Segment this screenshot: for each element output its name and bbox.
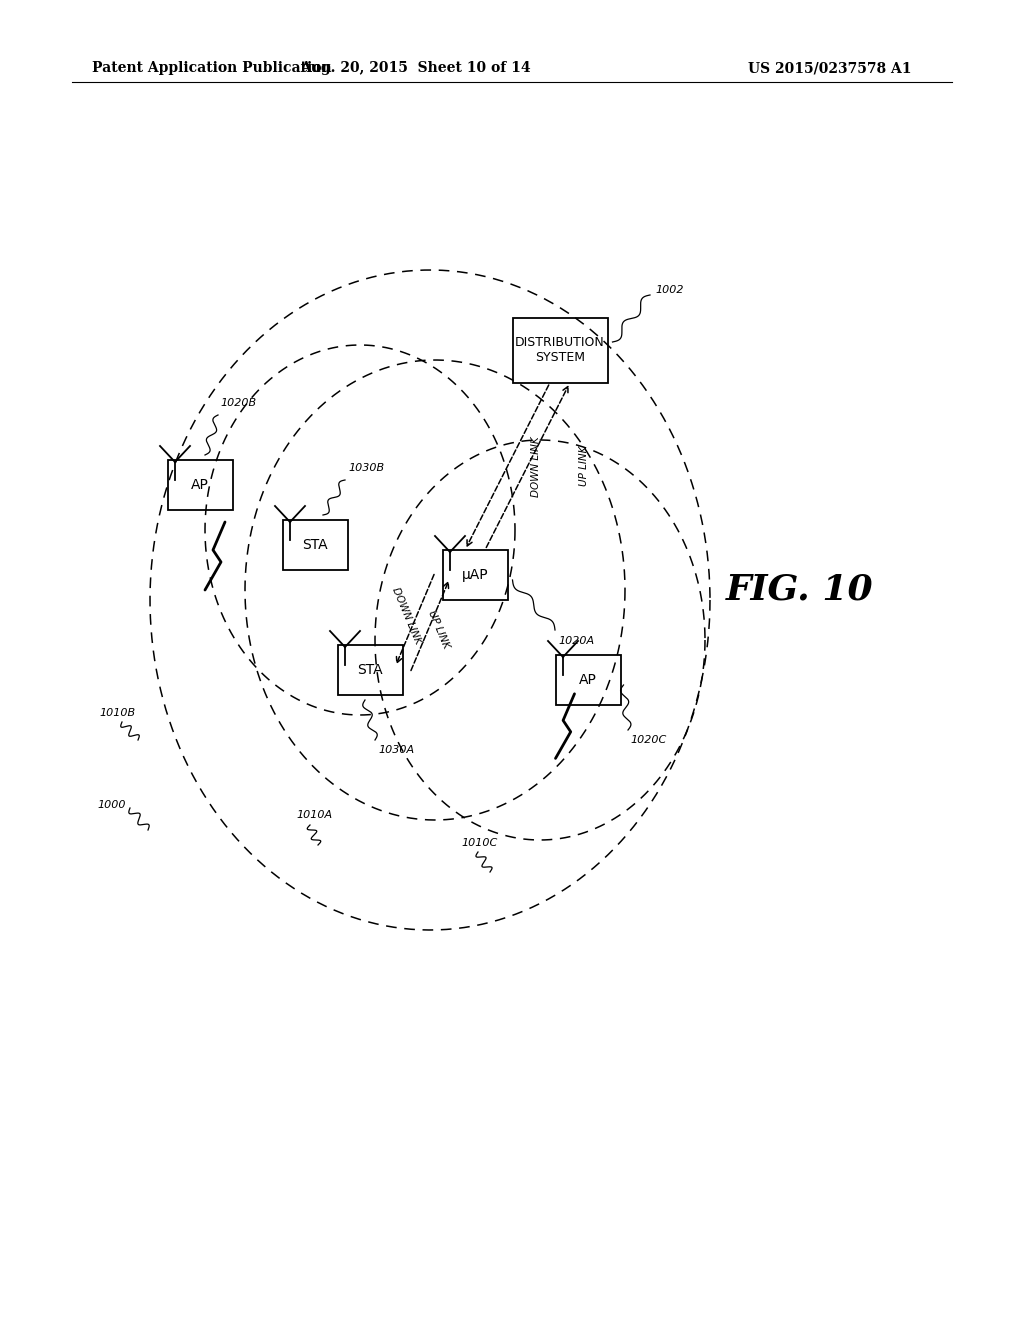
Text: UP LINK: UP LINK (426, 609, 452, 649)
Text: 1002: 1002 (655, 285, 683, 294)
FancyBboxPatch shape (283, 520, 347, 570)
FancyBboxPatch shape (442, 550, 508, 601)
FancyBboxPatch shape (512, 318, 607, 383)
Text: AP: AP (579, 673, 597, 686)
Text: 1020C: 1020C (630, 735, 667, 744)
Text: DOWN LINK: DOWN LINK (531, 436, 541, 496)
Text: AP: AP (191, 478, 209, 492)
Text: US 2015/0237578 A1: US 2015/0237578 A1 (749, 61, 911, 75)
Text: DISTRIBUTION
SYSTEM: DISTRIBUTION SYSTEM (515, 337, 605, 364)
Text: 1000: 1000 (97, 800, 126, 810)
FancyBboxPatch shape (168, 459, 232, 510)
Text: Aug. 20, 2015  Sheet 10 of 14: Aug. 20, 2015 Sheet 10 of 14 (300, 61, 530, 75)
Text: 1020A: 1020A (558, 636, 594, 645)
Text: 1010B: 1010B (100, 708, 136, 718)
Text: 1010A: 1010A (297, 810, 333, 820)
FancyBboxPatch shape (555, 655, 621, 705)
Text: FIG. 10: FIG. 10 (726, 573, 873, 607)
FancyBboxPatch shape (338, 645, 402, 696)
Text: STA: STA (357, 663, 383, 677)
Text: 1030B: 1030B (348, 463, 384, 473)
Text: 1030A: 1030A (378, 744, 414, 755)
Text: Patent Application Publication: Patent Application Publication (92, 61, 332, 75)
Text: 1020B: 1020B (220, 399, 256, 408)
Text: μAP: μAP (462, 568, 488, 582)
Text: STA: STA (302, 539, 328, 552)
Text: 1010C: 1010C (462, 838, 498, 847)
Text: DOWN LINK: DOWN LINK (390, 586, 423, 645)
Text: UP LINK: UP LINK (579, 446, 589, 487)
